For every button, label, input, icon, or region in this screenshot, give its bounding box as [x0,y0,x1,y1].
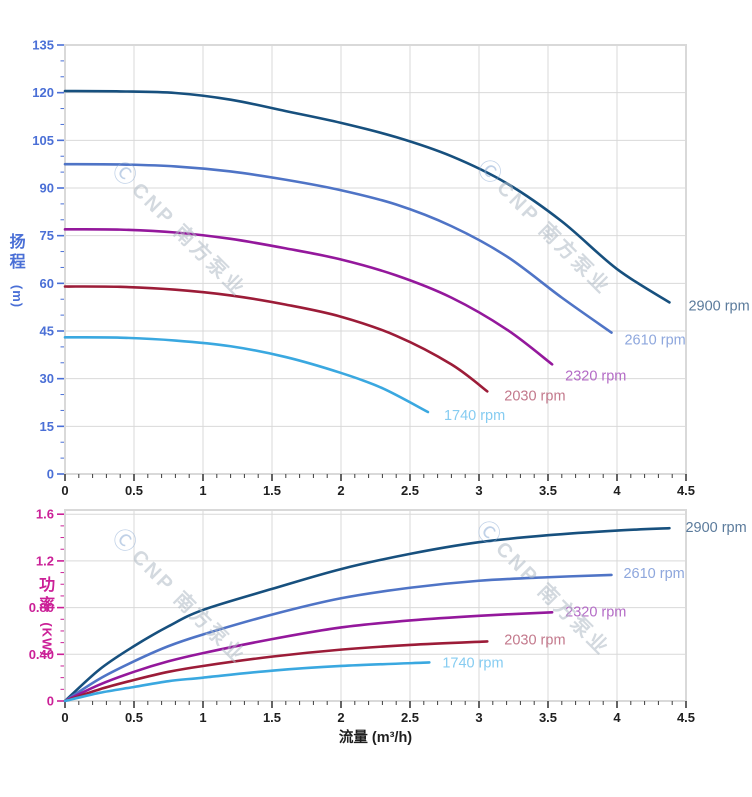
power-curves-svg: 0 0.5 1 1.5 2 2.5 3 3.5 4 4.5 0 0.40 0.80 1.2 1.6 2900 … [29,507,747,725]
x-tick-label: 1 [199,710,206,725]
curve-label-2030-rpm: 2030 rpm [504,388,565,404]
x-tick-label: 0.5 [125,710,143,725]
y-tick-label: 75 [40,228,54,243]
head-axis-title-text: 扬程 [9,234,26,271]
curve-label-2610-rpm: 2610 rpm [623,566,684,582]
x-tick-label: 2 [337,483,344,498]
x-tick-label: 4 [613,710,621,725]
y-tick-label: 0 [47,467,54,482]
curve-1740-rpm [63,336,430,414]
y-tick-label: 1.2 [36,553,54,568]
curve-2900-rpm [63,89,671,304]
y-tick-label: 30 [40,371,54,386]
plot-border [64,44,687,475]
plot-area: 0 0.5 1 1.5 2 2.5 3 3.5 4 4.5 0 15 30 45 60 75 90 105 120 1… [32,38,749,499]
curve-2320-rpm [63,227,554,366]
plot-area: 0 0.5 1 1.5 2 2.5 3 3.5 4 4.5 0 0.40 0.80 1.2 1.6 2900 … [29,507,747,725]
x-tick-label: 4.5 [677,483,695,498]
x-tick-label: 3.5 [539,710,557,725]
power-chart: 0 0.5 1 1.5 2 2.5 3 3.5 4 4.5 0 0.40 0.80 1.2 1.6 2900 … [29,507,747,725]
x-tick-label: 3 [475,710,482,725]
curve-label-2900-rpm: 2900 rpm [688,298,749,314]
x-tick-label: 4.5 [677,710,695,725]
x-tick-label: 2.5 [401,710,419,725]
y-tick-label: 90 [40,181,54,196]
curve-label-1740-rpm: 1740 rpm [444,408,505,424]
head-chart: 0 0.5 1 1.5 2 2.5 3 3.5 4 4.5 0 15 30 45 60 75 90 105 120 1… [32,38,749,499]
curve-label-2610-rpm: 2610 rpm [624,333,685,349]
curve-label-2320-rpm: 2320 rpm [565,368,626,384]
y-tick-label: 0.80 [29,600,54,615]
x-tick-label: 0 [61,483,68,498]
curve-2320-rpm [63,610,554,703]
plot-border [64,509,687,702]
curve-2900-rpm [63,526,671,703]
x-tick-label: 1.5 [263,483,281,498]
head-axis-title: 扬程 (m) [6,233,29,308]
x-tick-label: 0 [61,710,68,725]
curve-label-1740-rpm: 1740 rpm [442,655,503,671]
curve-1740-rpm [63,661,431,703]
y-tick-label: 120 [32,85,54,100]
x-tick-label: 2.5 [401,483,419,498]
x-tick-label: 1 [199,483,206,498]
curve-label-2900-rpm: 2900 rpm [685,520,746,536]
power-axis-title: 功率 (KW) [30,576,64,657]
y-tick-label: 105 [32,133,54,148]
x-tick-label: 1.5 [263,710,281,725]
curve-label-2030-rpm: 2030 rpm [504,632,565,648]
y-tick-label: 1.6 [36,507,54,522]
head-curves-svg: 0 0.5 1 1.5 2 2.5 3 3.5 4 4.5 0 15 30 45 60 75 90 105 120 1… [32,38,749,499]
y-tick-label: 15 [40,419,54,434]
y-tick-label: 0.40 [29,647,54,662]
x-tick-label: 4 [613,483,621,498]
y-tick-label: 135 [32,38,54,53]
power-axis-title-text: 功率 [39,577,56,614]
curve-2610-rpm [63,162,613,334]
curve-2610-rpm [63,573,613,703]
x-tick-label: 3 [475,483,482,498]
y-tick-label: 45 [40,324,54,339]
x-tick-label: 0.5 [125,483,143,498]
y-tick-label: 60 [40,276,54,291]
y-tick-label: 0 [47,694,54,709]
flow-axis-title: 流量 (m³/h) [338,730,413,746]
head-axis-unit: (m) [10,284,26,309]
x-tick-label: 3.5 [539,483,557,498]
curve-2030-rpm [63,640,489,703]
curve-label-2320-rpm: 2320 rpm [565,604,626,620]
x-tick-label: 2 [337,710,344,725]
curve-2030-rpm [63,285,489,393]
